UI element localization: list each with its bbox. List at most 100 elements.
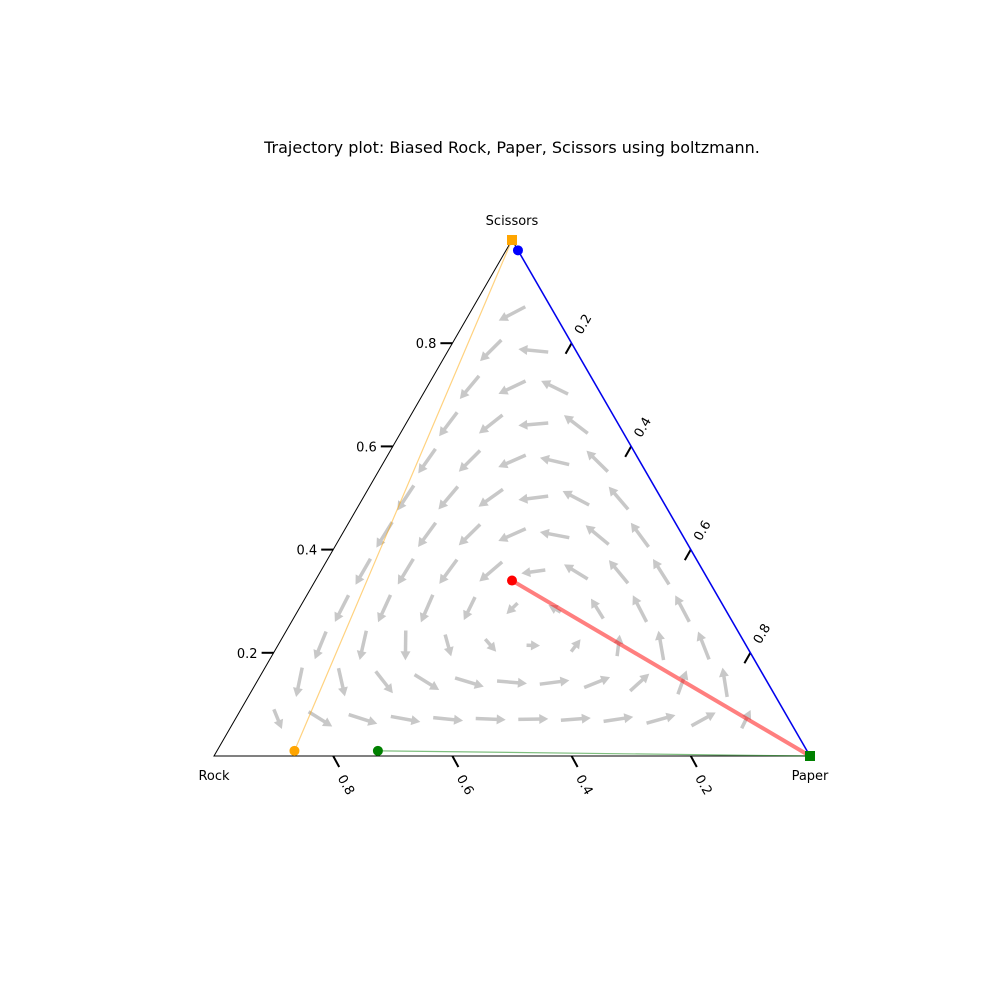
field-arrow-shaft — [413, 673, 436, 689]
field-arrow-head — [367, 716, 378, 726]
field-arrow-shaft — [482, 560, 504, 580]
left-tick-label: 0.2 — [237, 647, 258, 662]
field-arrow-shaft — [646, 714, 671, 725]
field-arrow-shaft — [632, 526, 651, 548]
field-arrow — [443, 634, 454, 657]
field-arrow-head — [459, 388, 470, 399]
bottom-tick-label: 0.4 — [572, 773, 595, 798]
field-arrow-head — [590, 598, 600, 609]
field-arrow — [590, 598, 605, 620]
field-arrow-shaft — [523, 347, 549, 354]
right-tick-label: 0.2 — [572, 312, 595, 337]
field-arrow-head — [293, 687, 303, 697]
field-arrow — [397, 557, 415, 585]
field-arrow-shaft — [502, 379, 527, 394]
field-arrow-shaft — [419, 521, 438, 544]
field-arrow — [418, 521, 438, 547]
field-arrow — [569, 639, 581, 653]
field-arrow — [272, 708, 284, 729]
field-arrow-shaft — [433, 715, 458, 722]
bottom-tick-mark — [332, 755, 341, 768]
field-arrow-shaft — [567, 417, 589, 435]
field-arrow-head — [742, 709, 752, 721]
field-arrow — [518, 493, 549, 504]
field-arrow-head — [498, 458, 509, 469]
field-arrow — [483, 637, 497, 652]
field-arrow-head — [355, 574, 365, 585]
field-arrow-shaft — [421, 594, 435, 619]
field-arrow — [632, 595, 649, 623]
bottom-axis-ticks: 0.8 0.6 0.4 0.2 — [332, 755, 715, 798]
trajectory-end-point — [507, 235, 517, 245]
field-arrow-head — [630, 522, 641, 533]
bottom-tick-label: 0.6 — [453, 773, 476, 798]
field-arrow-head — [623, 713, 634, 724]
field-arrow-shaft — [454, 676, 480, 687]
field-arrow-head — [418, 536, 428, 547]
field-arrow — [336, 667, 348, 697]
field-arrow-head — [338, 686, 348, 697]
left-tick-label: 0.6 — [356, 440, 377, 455]
field-arrow-shaft — [348, 712, 373, 724]
field-arrow-head — [719, 667, 729, 678]
field-arrow-head — [334, 611, 344, 622]
field-arrow-shaft — [545, 381, 569, 396]
field-arrow — [478, 413, 504, 434]
field-arrow — [655, 630, 666, 661]
field-arrow-head — [498, 385, 509, 395]
corner-label-paper: Paper — [792, 769, 829, 784]
field-arrow — [652, 559, 671, 586]
field-arrow-shaft — [583, 677, 606, 690]
field-arrow-shaft — [295, 667, 304, 693]
field-arrow — [377, 594, 393, 623]
field-arrow-shaft — [676, 599, 691, 623]
field-arrow — [675, 595, 691, 623]
trajectory-4 — [289, 235, 517, 756]
field-arrow-head — [439, 573, 449, 584]
field-arrow-head — [585, 525, 596, 535]
right-tick-mark — [624, 445, 633, 458]
bottom-tick-mark — [451, 755, 460, 768]
field-arrow-head — [438, 499, 449, 510]
field-arrow — [439, 411, 459, 437]
field-arrow-head — [539, 454, 550, 465]
trajectory-line — [377, 750, 811, 757]
field-arrow-shaft — [502, 527, 527, 541]
field-arrow — [521, 567, 546, 578]
field-arrow-shaft — [378, 594, 393, 619]
trajectory-2 — [512, 245, 815, 761]
field-arrow — [478, 487, 504, 507]
field-arrow-head — [518, 419, 528, 430]
field-arrow — [313, 630, 328, 660]
bottom-tick-mark — [689, 755, 698, 768]
field-arrow — [498, 453, 527, 469]
field-arrow-head — [639, 673, 650, 684]
field-arrow-head — [518, 493, 528, 504]
field-arrow-head — [478, 424, 490, 434]
field-arrow-shaft — [698, 635, 711, 661]
field-arrow-shaft — [610, 563, 630, 585]
field-arrow-shaft — [356, 557, 372, 581]
field-arrow — [539, 454, 570, 467]
trajectories — [289, 235, 815, 761]
right-tick-mark — [743, 652, 752, 664]
field-arrow-shaft — [588, 527, 610, 546]
field-arrow-shaft — [721, 672, 729, 698]
field-arrow — [696, 631, 711, 661]
field-arrow-head — [521, 567, 531, 578]
right-tick-label: 0.8 — [751, 621, 774, 646]
field-arrow — [603, 713, 634, 724]
field-arrow-shaft — [539, 679, 565, 686]
field-arrow — [348, 712, 378, 726]
trajectory-line — [517, 249, 811, 757]
field-arrow-shaft — [654, 562, 671, 586]
field-arrow — [539, 528, 570, 540]
field-arrow-head — [418, 463, 428, 474]
field-arrow-shaft — [560, 716, 586, 723]
field-arrow-head — [439, 426, 449, 437]
right-tick-mark — [564, 342, 573, 355]
right-tick-mark — [683, 549, 692, 561]
field-arrow — [355, 557, 372, 585]
field-arrow-head — [498, 312, 510, 321]
field-arrow-head — [530, 640, 541, 651]
